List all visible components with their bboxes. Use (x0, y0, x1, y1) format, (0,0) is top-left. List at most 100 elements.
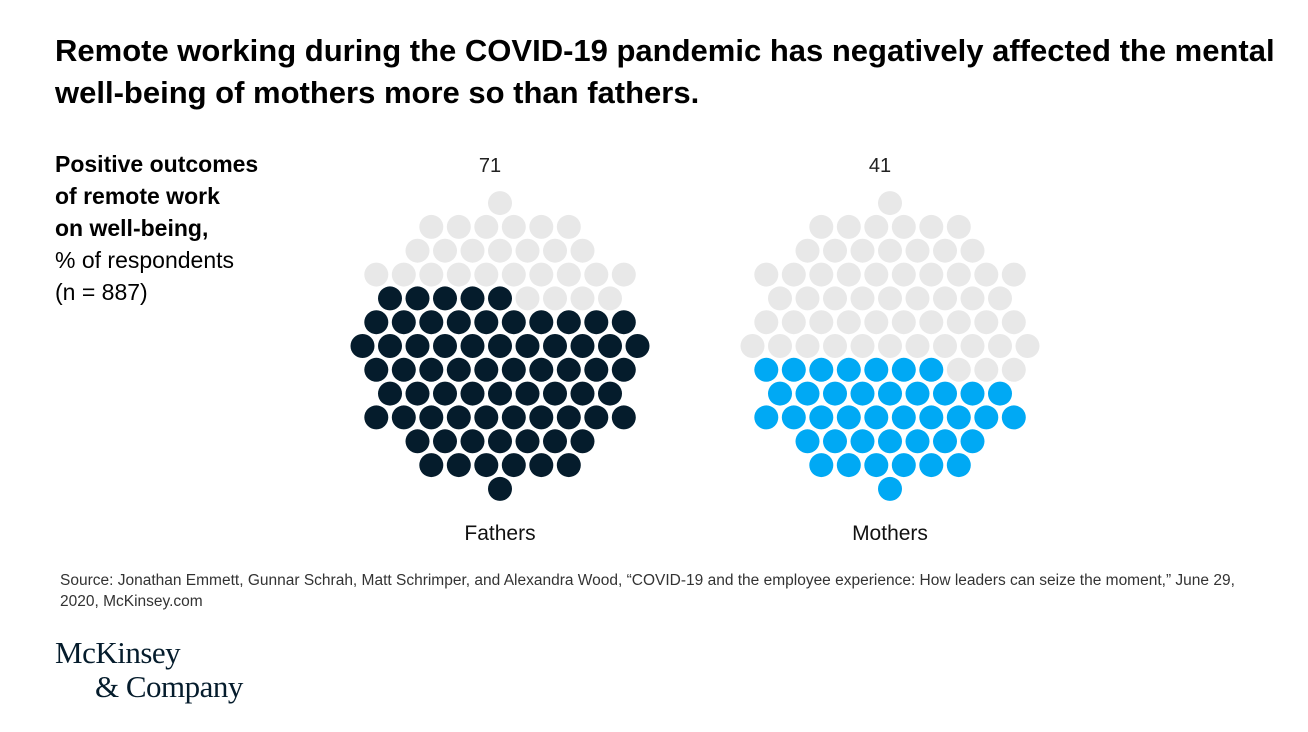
mothers-empty-dot (988, 334, 1012, 358)
fathers-empty-dot (433, 238, 457, 263)
fathers-filled-dot (364, 405, 389, 430)
fathers-filled-dot (405, 381, 430, 406)
fathers-filled-dot (378, 286, 402, 311)
mothers-filled-dot (809, 405, 834, 430)
mothers-filled-dot (974, 405, 999, 430)
mothers-empty-dot (836, 262, 861, 287)
fathers-value-label: 71 (479, 155, 501, 177)
mothers-filled-dot (836, 357, 861, 382)
fathers-filled-dot (474, 453, 499, 478)
mothers-empty-dot (905, 286, 930, 311)
mothers-empty-dot (946, 357, 971, 382)
mothers-empty-dot (768, 286, 792, 311)
fathers-filled-dot (488, 429, 512, 454)
mothers-filled-dot (919, 357, 944, 382)
mothers-empty-dot (974, 262, 999, 287)
mothers-empty-dot (768, 334, 792, 358)
mothers-empty-dot (850, 286, 875, 311)
mothers-filled-dot (919, 405, 944, 430)
fathers-filled-dot (378, 334, 402, 358)
fathers-filled-dot (570, 334, 595, 358)
fathers-empty-dot (474, 214, 499, 239)
mothers-filled-dot (960, 429, 985, 454)
mothers-filled-dot (809, 357, 834, 382)
fathers-empty-dot (611, 262, 636, 287)
fathers-filled-dot (488, 286, 512, 311)
mothers-filled-dot (836, 405, 861, 430)
mothers-filled-dot (823, 429, 847, 454)
mothers-empty-dot (891, 214, 916, 239)
fathers-filled-dot (488, 381, 512, 406)
mothers-empty-dot (946, 214, 971, 239)
mothers-empty-dot (933, 334, 957, 358)
mothers-empty-dot (809, 214, 834, 239)
mckinsey-logo: McKinsey & Company (55, 636, 243, 704)
fathers-empty-dot (446, 214, 471, 239)
fathers-filled-dot (556, 310, 581, 335)
mothers-empty-dot (754, 310, 779, 335)
fathers-filled-dot (584, 310, 609, 335)
fathers-empty-dot (501, 262, 526, 287)
fathers-filled-dot (405, 429, 430, 454)
fathers-filled-dot (556, 357, 581, 382)
mothers-filled-dot (809, 453, 834, 478)
fathers-filled-dot (419, 357, 444, 382)
fathers-filled-dot (515, 381, 540, 406)
fathers-filled-dot (611, 310, 636, 335)
mothers-filled-dot (795, 381, 820, 406)
mothers-empty-dot (891, 262, 916, 287)
mothers-empty-dot (850, 238, 875, 263)
mothers-filled-dot (919, 453, 944, 478)
fathers-empty-dot (543, 238, 567, 263)
mothers-empty-dot (974, 310, 999, 335)
mothers-empty-dot (1001, 262, 1026, 287)
measure-label-line-1: Positive outcomes (55, 151, 259, 177)
fathers-filled-dot (378, 381, 402, 406)
fathers-filled-dot (391, 310, 416, 335)
mothers-filled-dot (933, 381, 957, 406)
fathers-filled-dot (611, 405, 636, 430)
mothers-filled-dot (795, 429, 820, 454)
fathers-empty-dot (556, 262, 581, 287)
fathers-empty-dot (529, 214, 554, 239)
fathers-filled-dot (529, 453, 554, 478)
mothers-filled-dot (768, 381, 792, 406)
fathers-filled-dot (543, 381, 567, 406)
fathers-empty-dot (543, 286, 567, 311)
mothers-empty-dot (781, 262, 806, 287)
fathers-empty-dot (446, 262, 471, 287)
mothers-filled-dot (946, 453, 971, 478)
mothers-filled-dot (905, 429, 930, 454)
mothers-filled-dot (781, 357, 806, 382)
fathers-filled-dot (446, 405, 471, 430)
mothers-filled-dot (754, 357, 779, 382)
mothers-empty-dot (919, 310, 944, 335)
mothers-filled-dot (891, 357, 916, 382)
fathers-filled-dot (488, 476, 512, 501)
mothers-empty-dot (823, 286, 847, 311)
mothers-filled-dot (781, 405, 806, 430)
mothers-filled-dot (946, 405, 971, 430)
mothers-empty-dot (781, 310, 806, 335)
fathers-filled-dot (474, 405, 499, 430)
measure-label-line-4: % of respondents (55, 247, 235, 273)
mothers-filled-dot (864, 453, 889, 478)
fathers-filled-dot (405, 334, 430, 358)
mothers-empty-dot (740, 334, 765, 358)
fathers-filled-dot (501, 357, 526, 382)
source-note: Source: Jonathan Emmett, Gunnar Schrah, … (60, 572, 1235, 610)
fathers-empty-dot (515, 238, 540, 263)
measure-label-line-3: on well-being, (55, 215, 209, 241)
mothers-empty-dot (795, 238, 820, 263)
mothers-filled-dot (905, 381, 930, 406)
mothers-dot-group (740, 191, 1040, 501)
measure-label-line-2: of remote work (55, 183, 220, 209)
fathers-filled-dot (446, 453, 471, 478)
mothers-empty-dot (809, 310, 834, 335)
fathers-empty-dot (460, 238, 485, 263)
fathers-filled-dot (501, 453, 526, 478)
mothers-filled-dot (878, 476, 902, 501)
mothers-empty-dot (1001, 310, 1026, 335)
fathers-filled-dot (543, 429, 567, 454)
fathers-filled-dot (529, 357, 554, 382)
